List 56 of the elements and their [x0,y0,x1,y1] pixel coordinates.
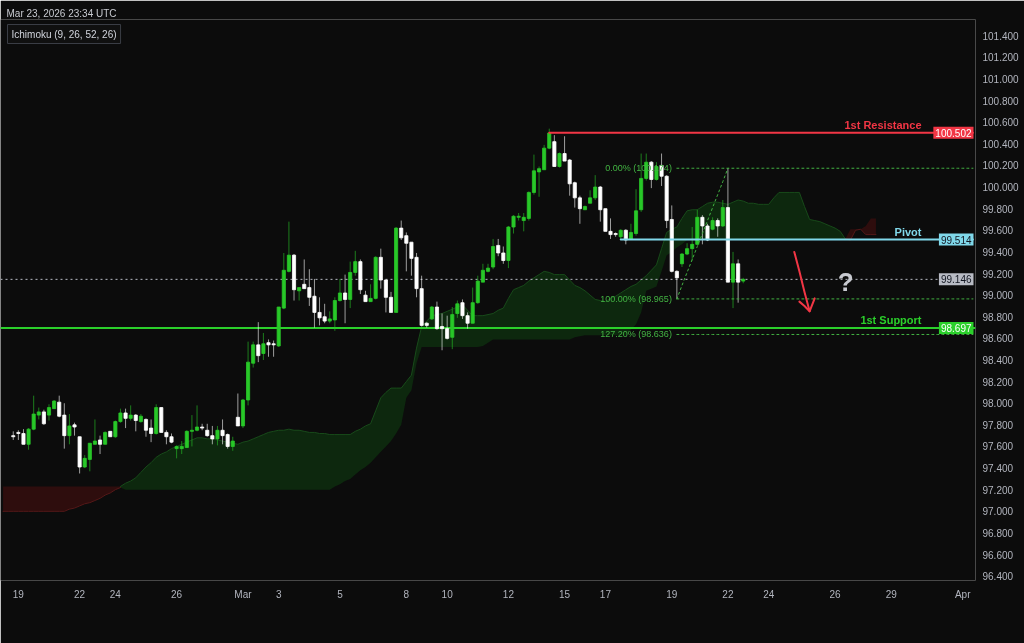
y-tick-label: 98.800 [982,311,1014,323]
y-tick-label: 99.400 [982,246,1014,258]
y-tick-label: 100.000 [982,182,1020,194]
series-label: 127.20% (98.636) [600,329,672,340]
series-label: Pivot [894,225,922,238]
y-tick-label: 101.000 [982,73,1020,85]
x-tick-label: 15 [559,588,571,600]
y-tick-label: 97.000 [982,506,1014,518]
y-tick-label: 100.800 [982,95,1020,107]
annotation: 100.502 [935,127,972,139]
x-tick-label: 26 [829,588,842,600]
x-tick-label: 12 [502,588,515,600]
annotation: ? [837,267,854,298]
y-tick-label: 99.600 [982,225,1014,237]
y-tick-label: 101.400 [982,30,1020,42]
x-tick-label: Apr [954,588,972,600]
x-tick-label: 22 [74,588,86,600]
x-tick-label: 24 [763,588,775,600]
y-tick-label: 97.600 [982,441,1014,453]
x-tick-label: 3 [275,588,282,600]
y-tick-label: 96.400 [982,571,1014,583]
x-tick-label: 24 [109,588,122,600]
y-tick-label: 101.200 [982,52,1020,64]
x-tick-label: 19 [666,588,678,600]
y-tick-label: 96.600 [982,549,1014,561]
x-tick-label: 17 [599,588,612,600]
x-tick-label: 5 [337,588,344,600]
y-tick-label: 100.200 [982,160,1020,172]
series-label: 1st Resistance [844,118,922,131]
ref-line-label: 1st Support [860,313,922,326]
y-tick-label: 100.400 [982,138,1020,150]
y-tick-label: 96.800 [982,527,1014,539]
x-tick-label: 10 [441,588,454,600]
y-tick-label: 98.600 [982,333,1014,345]
annotation: 99.146 [940,274,972,286]
y-tick-label: 97.200 [982,484,1014,496]
y-tick-label: 98.000 [982,398,1014,410]
y-tick-label: 99.800 [982,203,1014,215]
series-label: 0.00% (100.174) [605,163,672,174]
y-tick-label: 97.800 [982,419,1014,431]
annotation: 98.697 [940,322,972,334]
y-tick-label: 99.200 [982,268,1014,280]
x-tick-label: 8 [403,588,410,600]
y-tick-label: 98.200 [982,376,1014,388]
x-tick-label: 29 [885,588,898,600]
y-tick-label: 100.600 [982,117,1020,129]
chart-title: Mar 23, 2026 23:34 UTC [6,7,117,19]
y-tick-label: 99.000 [982,290,1014,302]
series-label: 100.00% (98.965) [600,293,672,304]
x-tick-label: 26 [171,588,183,600]
annotation: Ichimoku (9, 26, 52, 26) [11,28,117,40]
x-tick-label: 22 [722,588,734,600]
y-tick-label: 97.400 [982,463,1014,475]
x-tick-label: Mar [234,588,253,600]
y-tick-label: 98.400 [982,354,1014,366]
x-tick-label: 19 [12,588,25,600]
